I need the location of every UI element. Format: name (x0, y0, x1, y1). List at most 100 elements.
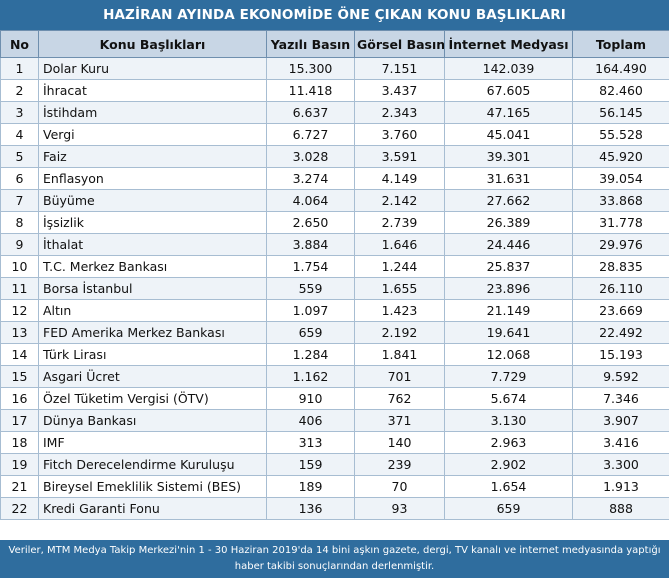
table-header: No Konu Başlıkları Yazılı Basın Görsel B… (0, 30, 669, 58)
table-body: 1 Dolar Kuru 15.300 7.151 142.039 164.490 2 İhr… (0, 57, 669, 520)
source-note-line-1: Veriler, MTM Medya Takip Merkezi'nin 1 -… (8, 545, 661, 556)
internet-media-count: 2.963 (444, 431, 573, 454)
visual-press-count: 70 (354, 475, 445, 498)
table-row: 14 Türk Lirası 1.284 1.841 12.068 15.193 (0, 343, 669, 366)
visual-press-count: 371 (354, 409, 445, 432)
table-row: 22 Kredi Garanti Fonu 136 93 659 888 (0, 497, 669, 520)
total-count: 39.054 (572, 167, 669, 190)
total-count: 33.868 (572, 189, 669, 212)
print-press-count: 189 (266, 475, 355, 498)
table-row: 1 Dolar Kuru 15.300 7.151 142.039 164.490 (0, 57, 669, 80)
print-press-count: 159 (266, 453, 355, 476)
visual-press-count: 1.423 (354, 299, 445, 322)
topic-name: Fitch Derecelendirme Kuruluşu (38, 453, 267, 476)
visual-press-count: 239 (354, 453, 445, 476)
total-count: 1.913 (572, 475, 669, 498)
row-number: 9 (0, 233, 39, 256)
topic-name: Dünya Bankası (38, 409, 267, 432)
table-row: 9 İthalat 3.884 1.646 24.446 29.976 (0, 233, 669, 256)
total-count: 164.490 (572, 57, 669, 80)
header-topic: Konu Başlıkları (38, 30, 267, 58)
total-count: 7.346 (572, 387, 669, 410)
table-row: 4 Vergi 6.727 3.760 45.041 55.528 (0, 123, 669, 146)
print-press-count: 15.300 (266, 57, 355, 80)
row-number: 4 (0, 123, 39, 146)
internet-media-count: 19.641 (444, 321, 573, 344)
topic-name: İşsizlik (38, 211, 267, 234)
print-press-count: 406 (266, 409, 355, 432)
topic-name: Altın (38, 299, 267, 322)
visual-press-count: 1.655 (354, 277, 445, 300)
source-note-line-2: haber takibi sonuçlarından derlenmiştir. (234, 561, 435, 572)
internet-media-count: 39.301 (444, 145, 573, 168)
internet-media-count: 23.896 (444, 277, 573, 300)
internet-media-count: 31.631 (444, 167, 573, 190)
print-press-count: 1.284 (266, 343, 355, 366)
internet-media-count: 26.389 (444, 211, 573, 234)
total-count: 3.300 (572, 453, 669, 476)
row-number: 5 (0, 145, 39, 168)
visual-press-count: 2.192 (354, 321, 445, 344)
topic-name: Borsa İstanbul (38, 277, 267, 300)
topic-name: Özel Tüketim Vergisi (ÖTV) (38, 387, 267, 410)
table-row: 12 Altın 1.097 1.423 21.149 23.669 (0, 299, 669, 322)
table-row: 7 Büyüme 4.064 2.142 27.662 33.868 (0, 189, 669, 212)
row-number: 13 (0, 321, 39, 344)
topic-name: İhracat (38, 79, 267, 102)
internet-media-count: 5.674 (444, 387, 573, 410)
row-number: 11 (0, 277, 39, 300)
internet-media-count: 142.039 (444, 57, 573, 80)
internet-media-count: 3.130 (444, 409, 573, 432)
row-number: 14 (0, 343, 39, 366)
print-press-count: 11.418 (266, 79, 355, 102)
visual-press-count: 7.151 (354, 57, 445, 80)
total-count: 9.592 (572, 365, 669, 388)
total-count: 45.920 (572, 145, 669, 168)
total-count: 3.416 (572, 431, 669, 454)
internet-media-count: 47.165 (444, 101, 573, 124)
table-row: 21 Bireysel Emeklilik Sistemi (BES) 189 70 1… (0, 475, 669, 498)
table-row: 16 Özel Tüketim Vergisi (ÖTV) 910 762 5.674 7… (0, 387, 669, 410)
visual-press-count: 3.437 (354, 79, 445, 102)
visual-press-count: 1.646 (354, 233, 445, 256)
header-visual-press: Görsel Basın (354, 30, 445, 58)
internet-media-count: 21.149 (444, 299, 573, 322)
row-number: 21 (0, 475, 39, 498)
print-press-count: 6.637 (266, 101, 355, 124)
total-count: 29.976 (572, 233, 669, 256)
print-press-count: 6.727 (266, 123, 355, 146)
topic-name: Kredi Garanti Fonu (38, 497, 267, 520)
total-count: 82.460 (572, 79, 669, 102)
print-press-count: 559 (266, 277, 355, 300)
internet-media-count: 24.446 (444, 233, 573, 256)
topic-name: Faiz (38, 145, 267, 168)
topic-name: Enflasyon (38, 167, 267, 190)
print-press-count: 3.274 (266, 167, 355, 190)
row-number: 6 (0, 167, 39, 190)
visual-press-count: 2.142 (354, 189, 445, 212)
total-count: 3.907 (572, 409, 669, 432)
total-count: 888 (572, 497, 669, 520)
visual-press-count: 4.149 (354, 167, 445, 190)
print-press-count: 4.064 (266, 189, 355, 212)
row-number: 15 (0, 365, 39, 388)
row-number: 17 (0, 409, 39, 432)
visual-press-count: 1.244 (354, 255, 445, 278)
row-number: 1 (0, 57, 39, 80)
topic-name: Türk Lirası (38, 343, 267, 366)
internet-media-count: 7.729 (444, 365, 573, 388)
row-number: 8 (0, 211, 39, 234)
visual-press-count: 3.591 (354, 145, 445, 168)
header-internet-media: İnternet Medyası (444, 30, 573, 58)
page-title: HAZİRAN AYINDA EKONOMİDE ÖNE ÇIKAN KONU … (0, 0, 669, 30)
total-count: 55.528 (572, 123, 669, 146)
topics-table: No Konu Başlıkları Yazılı Basın Görsel B… (0, 30, 669, 520)
print-press-count: 3.884 (266, 233, 355, 256)
total-count: 31.778 (572, 211, 669, 234)
topic-name: Büyüme (38, 189, 267, 212)
visual-press-count: 1.841 (354, 343, 445, 366)
table-row: 10 T.C. Merkez Bankası 1.754 1.244 25.837 28.… (0, 255, 669, 278)
topic-name: Bireysel Emeklilik Sistemi (BES) (38, 475, 267, 498)
internet-media-count: 27.662 (444, 189, 573, 212)
table-row: 15 Asgari Ücret 1.162 701 7.729 9.592 (0, 365, 669, 388)
